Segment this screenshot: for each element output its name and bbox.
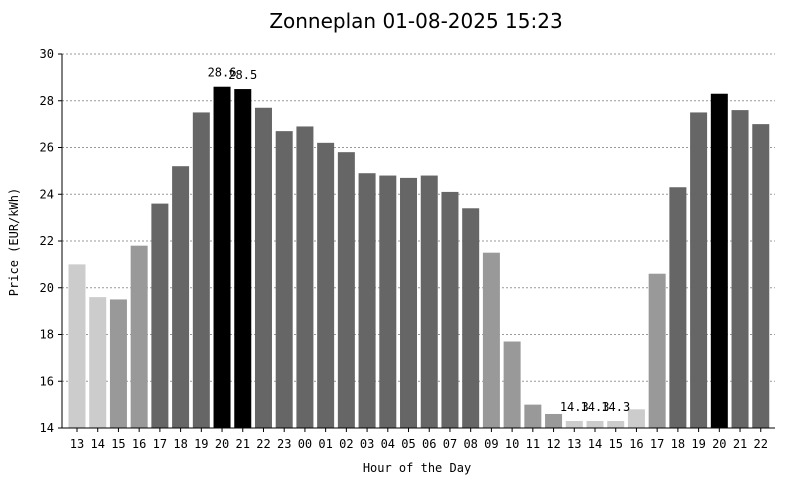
x-tick-label: 18 bbox=[173, 437, 187, 451]
bar bbox=[462, 208, 480, 428]
x-tick-label: 02 bbox=[339, 437, 353, 451]
y-tick-label: 18 bbox=[40, 328, 54, 342]
bars bbox=[68, 86, 770, 429]
data-label: 14.3 bbox=[601, 400, 630, 414]
x-tick-label: 13 bbox=[70, 437, 84, 451]
x-tick-label: 15 bbox=[608, 437, 622, 451]
bar bbox=[524, 404, 542, 428]
x-tick-label: 20 bbox=[712, 437, 726, 451]
x-tick-label: 16 bbox=[629, 437, 643, 451]
bar bbox=[89, 297, 107, 428]
x-tick-label: 15 bbox=[111, 437, 125, 451]
bar bbox=[669, 187, 687, 428]
bar bbox=[275, 131, 293, 428]
bar bbox=[690, 112, 708, 428]
x-tick-label: 17 bbox=[153, 437, 167, 451]
bar bbox=[109, 299, 127, 428]
bar bbox=[358, 173, 376, 428]
data-label: 28.6 bbox=[208, 66, 237, 80]
x-tick-label: 14 bbox=[588, 437, 602, 451]
bar bbox=[565, 420, 583, 428]
bar bbox=[296, 126, 314, 429]
x-tick-label: 01 bbox=[318, 437, 332, 451]
bar bbox=[234, 89, 252, 428]
x-tick-label: 19 bbox=[194, 437, 208, 451]
bar bbox=[317, 142, 335, 428]
bar bbox=[482, 252, 500, 428]
x-tick-label: 08 bbox=[463, 437, 477, 451]
x-tick-label: 06 bbox=[422, 437, 436, 451]
bar bbox=[586, 420, 604, 428]
x-tick-label: 10 bbox=[505, 437, 519, 451]
bar bbox=[213, 86, 231, 428]
data-labels: 28.628.514.314.314.3 bbox=[208, 66, 631, 414]
x-tick-label: 19 bbox=[691, 437, 705, 451]
bar bbox=[607, 420, 625, 428]
x-tick-label: 21 bbox=[236, 437, 250, 451]
bar bbox=[545, 413, 563, 428]
x-tick-label: 17 bbox=[650, 437, 664, 451]
x-tick-label: 23 bbox=[277, 437, 291, 451]
bar bbox=[254, 107, 272, 428]
x-axis-label: Hour of the Day bbox=[363, 461, 471, 475]
x-tick-label: 07 bbox=[443, 437, 457, 451]
bar bbox=[337, 152, 355, 429]
x-tick-label: 21 bbox=[733, 437, 747, 451]
bar bbox=[503, 341, 521, 428]
bar bbox=[172, 166, 190, 428]
x-tick-label: 14 bbox=[90, 437, 104, 451]
x-tick-label: 22 bbox=[754, 437, 768, 451]
bar bbox=[731, 110, 749, 428]
bar bbox=[441, 191, 459, 428]
x-tick-label: 20 bbox=[215, 437, 229, 451]
bar bbox=[151, 203, 169, 428]
data-label: 14.3 bbox=[560, 400, 589, 414]
bar bbox=[130, 245, 148, 428]
bar bbox=[68, 264, 86, 428]
x-tick-label: 09 bbox=[484, 437, 498, 451]
bar bbox=[400, 177, 418, 428]
data-label: 14.3 bbox=[581, 400, 610, 414]
x-tick-label: 11 bbox=[526, 437, 540, 451]
bar bbox=[379, 175, 397, 428]
y-tick-label: 22 bbox=[40, 234, 54, 248]
y-axis-label: Price (EUR/kWh) bbox=[7, 188, 21, 296]
y-tick-label: 28 bbox=[40, 94, 54, 108]
grid-lines bbox=[62, 53, 775, 382]
y-tick-label: 26 bbox=[40, 141, 54, 155]
y-tick-label: 16 bbox=[40, 374, 54, 388]
x-tick-label: 05 bbox=[401, 437, 415, 451]
y-tick-label: 30 bbox=[40, 47, 54, 61]
x-tick-label: 00 bbox=[298, 437, 312, 451]
x-tick-label: 16 bbox=[132, 437, 146, 451]
x-tick-label: 18 bbox=[671, 437, 685, 451]
y-tick-label: 14 bbox=[40, 421, 54, 435]
bar bbox=[710, 93, 728, 429]
bar bbox=[192, 112, 210, 428]
x-tick-label: 03 bbox=[360, 437, 374, 451]
x-axis-ticks: 13 14 15 16 17 18 19 20 21 22 23 00 01 02 03 04 05 06 07 08… bbox=[70, 428, 768, 451]
y-axis-ticks: 14 16 18 20 22 24 26 28 30 bbox=[40, 47, 62, 435]
bar bbox=[420, 175, 438, 428]
x-tick-label: 22 bbox=[256, 437, 270, 451]
x-tick-label: 12 bbox=[546, 437, 560, 451]
x-tick-label: 13 bbox=[567, 437, 581, 451]
bar bbox=[648, 273, 666, 428]
chart-title: Zonneplan 01-08-2025 15:23 bbox=[269, 9, 562, 33]
bar bbox=[752, 124, 770, 428]
x-tick-label: 04 bbox=[381, 437, 395, 451]
y-tick-label: 20 bbox=[40, 281, 54, 295]
y-tick-label: 24 bbox=[40, 187, 54, 201]
bar bbox=[627, 409, 645, 428]
data-label: 28.5 bbox=[228, 68, 257, 82]
